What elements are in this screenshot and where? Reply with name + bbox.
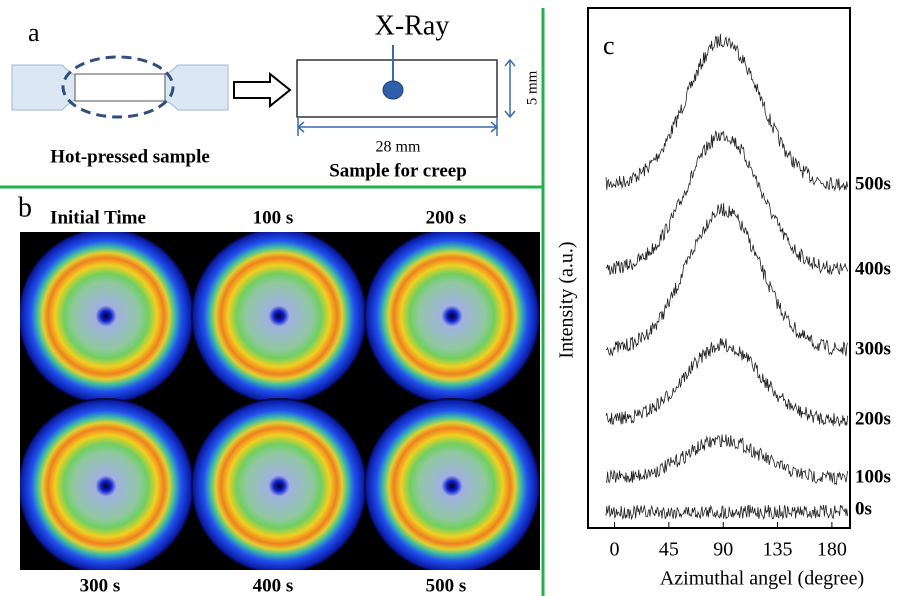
- x-tick-label: 45: [659, 539, 679, 561]
- intensity-curve: [605, 130, 848, 276]
- x-tick-label: 135: [763, 539, 793, 561]
- diffraction-pattern: [364, 398, 540, 570]
- caption: Sample for creep: [329, 160, 467, 181]
- curve-label: 500s: [855, 173, 891, 194]
- plot-frame: [587, 7, 851, 529]
- cut-region: [74, 73, 166, 102]
- arrow: [233, 71, 292, 109]
- highlight: [61, 55, 175, 119]
- dimension: [504, 58, 516, 119]
- intensity-curve: [605, 33, 848, 192]
- curve-label: 200s: [855, 408, 891, 429]
- panel-a: a X-Ray 5 mm 28 mm Sample for creep Hot-…: [11, 10, 540, 181]
- curve-label: 400s: [855, 258, 891, 279]
- beam-spot: [382, 80, 404, 100]
- curve-label: 0s: [855, 498, 872, 519]
- intensity-curve: [605, 203, 848, 357]
- frame-label: 200 s: [426, 207, 467, 228]
- curve-label: 100s: [855, 466, 891, 487]
- diffraction-pattern: [191, 232, 367, 404]
- x-tick-label: 90: [713, 539, 733, 561]
- x-tick-label: 180: [817, 539, 847, 561]
- curve-label: 300s: [855, 338, 891, 359]
- panel-letter: b: [18, 192, 32, 223]
- label: 28 mm: [376, 139, 421, 156]
- intensity-curve: [605, 504, 848, 521]
- diffraction-pattern: [20, 232, 194, 404]
- diffraction-pattern: [20, 398, 194, 570]
- y-axis-label: Intensity (a.u.): [556, 241, 578, 358]
- caption: Hot-pressed sample: [50, 146, 210, 167]
- pattern-grid: [20, 232, 540, 570]
- label: 5 mm: [524, 70, 540, 105]
- label: X-Ray: [375, 10, 450, 41]
- frame-label: 400 s: [253, 575, 294, 596]
- diffraction-pattern: [191, 398, 367, 570]
- dimension: [296, 118, 499, 136]
- frame-label: 100 s: [253, 207, 294, 228]
- frame-label: Initial Time: [50, 207, 146, 228]
- x-axis-label: Azimuthal angel (degree): [660, 568, 864, 590]
- diffraction-pattern: [364, 232, 540, 404]
- panel-c: c Intensity (a.u.) Azimuthal angel (degr…: [556, 7, 891, 590]
- x-tick-label: 0: [610, 539, 620, 561]
- frame-label: 300 s: [80, 575, 121, 596]
- panel-letter: a: [28, 18, 40, 47]
- panel-b: b Initial Time 100 s 200 s 300 s 400 s 500 s: [18, 192, 540, 596]
- intensity-curve: [605, 434, 848, 486]
- curves: [605, 33, 848, 521]
- intensity-curve: [605, 338, 848, 427]
- panel-letter: c: [603, 31, 615, 60]
- frame-label: 500 s: [426, 575, 467, 596]
